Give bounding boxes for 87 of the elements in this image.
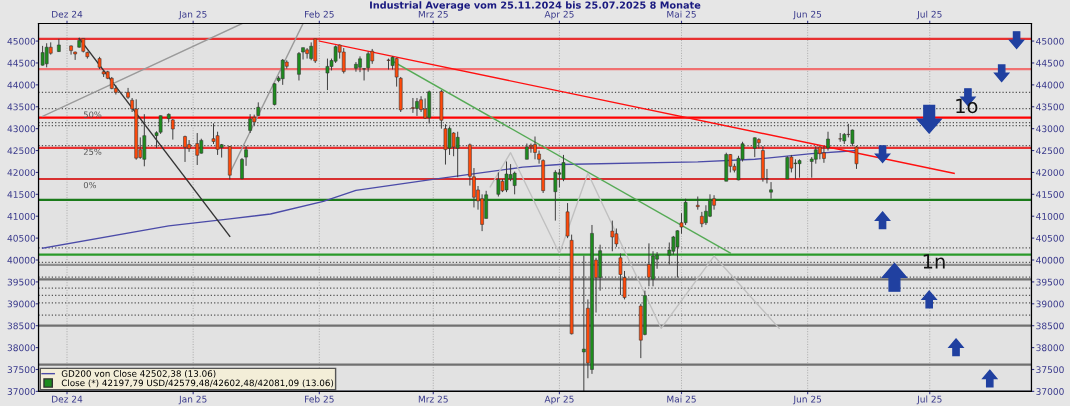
candlestick bbox=[171, 118, 175, 141]
candlestick bbox=[341, 47, 346, 74]
y-tick-label: 42000 bbox=[7, 169, 36, 176]
y2-tick-label: 42500 bbox=[1036, 147, 1064, 155]
y2-tick-label: 40000 bbox=[1036, 256, 1064, 264]
candlestick bbox=[769, 181, 773, 200]
y2-tick-label: 43000 bbox=[1036, 125, 1064, 133]
candlestick bbox=[504, 161, 509, 193]
x-tick-label: Feb 25 bbox=[305, 10, 334, 18]
y-tick-label: 44500 bbox=[7, 59, 36, 67]
y-tick-label: 41500 bbox=[7, 191, 36, 198]
y-tick-label: 40500 bbox=[7, 234, 36, 242]
candlestick bbox=[248, 113, 252, 134]
x-tick-label: Mrz 25 bbox=[418, 10, 448, 18]
candlestick bbox=[455, 131, 460, 178]
candlestick bbox=[618, 252, 623, 296]
y2-tick-label: 39000 bbox=[1036, 300, 1064, 308]
y-tick-label: 39500 bbox=[7, 278, 36, 286]
y2-tick-label: 43500 bbox=[1036, 103, 1064, 111]
x-tick-label: Jan 25 bbox=[178, 10, 207, 20]
x-tick-label: Jun 25 bbox=[792, 10, 822, 20]
x2-tick-label: Mai 25 bbox=[667, 395, 696, 403]
y-tick-label: 43500 bbox=[7, 103, 36, 111]
candlestick bbox=[797, 158, 802, 179]
y2-tick-label: 41500 bbox=[1036, 191, 1064, 198]
candlestick bbox=[142, 113, 147, 167]
candlestick bbox=[44, 42, 49, 68]
x-tick-label: Jul 25 bbox=[916, 10, 942, 20]
y-tick-label: 38500 bbox=[7, 322, 36, 330]
candlestick bbox=[582, 255, 586, 392]
x2-tick-label: Jun 25 bbox=[792, 395, 822, 405]
candlestick bbox=[447, 125, 452, 156]
y-tick-label: 41000 bbox=[7, 212, 36, 220]
y-tick-label: 44000 bbox=[7, 81, 36, 89]
annotation: 25% bbox=[83, 148, 102, 155]
candlestick bbox=[305, 47, 309, 60]
line-series bbox=[489, 152, 780, 330]
candlestick bbox=[73, 51, 77, 61]
candlestick bbox=[40, 45, 45, 67]
x-tick-label: Dez 24 bbox=[52, 10, 83, 18]
candlestick bbox=[313, 38, 318, 64]
x-tick-label: Mai 25 bbox=[667, 10, 696, 18]
y2-tick-label: 44500 bbox=[1036, 59, 1064, 67]
annotation: 1o bbox=[956, 98, 978, 114]
y2-tick-label: 38000 bbox=[1036, 344, 1064, 352]
y-tick-label: 40000 bbox=[7, 256, 36, 264]
x2-tick-label: Apr 25 bbox=[544, 395, 574, 405]
candlestick bbox=[126, 87, 130, 100]
y2-tick-label: 44000 bbox=[1036, 81, 1064, 89]
x2-tick-label: Jul 25 bbox=[916, 395, 942, 405]
candlestick bbox=[553, 169, 558, 222]
x2-tick-label: Mrz 25 bbox=[418, 395, 448, 403]
x2-tick-label: Jan 25 bbox=[178, 395, 207, 405]
y-tick-label: 45000 bbox=[7, 37, 36, 45]
y-tick-label: 43000 bbox=[7, 125, 36, 133]
y-tick-label: 39000 bbox=[7, 300, 36, 308]
y2-tick-label: 37000 bbox=[1036, 388, 1064, 395]
y-tick-label: 37000 bbox=[7, 388, 36, 395]
chart-title: Industrial Average vom 25.11.2024 bis 25.07.2025 8 Monate bbox=[370, 1, 701, 11]
x2-tick-label: Feb 25 bbox=[305, 395, 334, 403]
y2-tick-label: 42000 bbox=[1036, 169, 1064, 176]
x2-tick-label: Dez 24 bbox=[52, 395, 83, 403]
candlestick bbox=[647, 242, 651, 287]
candlestick bbox=[610, 220, 615, 252]
candlestick bbox=[411, 97, 415, 114]
y2-tick-label: 38500 bbox=[1036, 322, 1064, 330]
y-tick-label: 42500 bbox=[7, 147, 36, 155]
candlestick bbox=[854, 145, 859, 170]
legend-label: Close (*) 42197,79 USD/42579,48/42602,48/42081,09 (13.06) bbox=[61, 379, 334, 388]
candlestick bbox=[366, 51, 370, 73]
legend-label: GD200 von Close 42502,38 (13.06) bbox=[61, 370, 216, 378]
y-tick-label: 37500 bbox=[7, 366, 36, 374]
y2-tick-label: 40500 bbox=[1036, 234, 1064, 242]
x-tick-label: Apr 25 bbox=[544, 10, 574, 20]
annotation: 1n bbox=[923, 254, 945, 269]
candlestick bbox=[297, 51, 301, 81]
candlestick bbox=[415, 97, 419, 117]
y-tick-label: 38000 bbox=[7, 344, 36, 352]
candlestick bbox=[183, 135, 187, 163]
annotation: 0% bbox=[83, 181, 97, 189]
y2-tick-label: 41000 bbox=[1036, 212, 1064, 220]
candlestick bbox=[793, 158, 798, 180]
y2-tick-label: 45000 bbox=[1036, 37, 1064, 45]
candlestick bbox=[533, 136, 537, 160]
y2-tick-label: 37500 bbox=[1036, 366, 1064, 374]
y2-tick-label: 39500 bbox=[1036, 278, 1064, 286]
candlestick bbox=[752, 136, 757, 158]
